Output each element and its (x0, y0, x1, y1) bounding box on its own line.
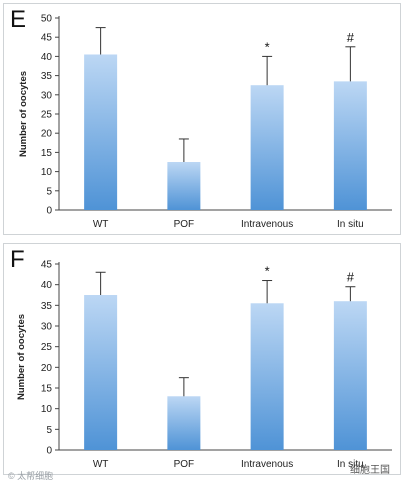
bar-wt (84, 295, 118, 450)
y-tick-label: 45 (41, 33, 53, 44)
bar-pof (167, 162, 201, 210)
bar-intravenous (250, 303, 284, 450)
watermark-right: 细胞王国 (350, 465, 390, 476)
panel-letter-e: E (10, 6, 27, 33)
y-tick-label: 5 (46, 186, 52, 197)
panel-f: F 0 5 10 15 20 25 30 35 40 45 Number of oocytes WT P… (3, 243, 401, 475)
x-tick-label: Intravenous (241, 219, 293, 230)
watermark-left: © 太帮细胞 (8, 471, 54, 481)
x-tick-label: POF (174, 459, 195, 470)
y-tick-label: 25 (41, 342, 53, 353)
bar-in-situ (333, 301, 367, 450)
significance-marker: # (347, 270, 355, 285)
bar-pof (167, 396, 201, 450)
bar-wt (84, 54, 118, 211)
significance-marker: * (265, 264, 270, 279)
y-tick-label: 45 (41, 260, 53, 271)
x-tick-label: Intravenous (241, 459, 293, 470)
y-tick-label: 35 (41, 71, 53, 82)
y-tick-label: 50 (41, 14, 53, 25)
y-tick-label: 25 (41, 110, 53, 121)
y-tick-label: 40 (41, 52, 53, 63)
x-tick-label: WT (93, 219, 109, 230)
y-tick-label: 15 (41, 384, 53, 395)
y-axis-label: Number of oocytes (18, 71, 29, 157)
y-tick-label: 10 (41, 167, 53, 178)
x-tick-label: POF (174, 219, 195, 230)
y-tick-label: 20 (41, 129, 53, 140)
y-tick-label: 20 (41, 363, 53, 374)
bar-intravenous (250, 85, 284, 210)
y-tick-label: 30 (41, 322, 53, 333)
panel-e: E 0 5 10 15 20 25 30 35 40 45 50 Number of oocytes W… (3, 3, 401, 235)
significance-marker: * (265, 39, 270, 54)
y-tick-label: 30 (41, 90, 53, 101)
y-tick-label: 0 (46, 446, 52, 457)
chart-f: 0 5 10 15 20 25 30 35 40 45 Number of oocytes WT POF… (16, 260, 392, 470)
x-tick-label: In situ (337, 219, 364, 230)
y-tick-label: 40 (41, 280, 53, 291)
x-tick-label: WT (93, 459, 109, 470)
significance-marker: # (347, 30, 355, 45)
y-tick-label: 15 (41, 148, 53, 159)
y-tick-label: 10 (41, 404, 53, 415)
chart-e: 0 5 10 15 20 25 30 35 40 45 50 Number of oocytes WT P… (18, 14, 392, 230)
y-tick-label: 5 (46, 425, 52, 436)
y-tick-label: 35 (41, 301, 53, 312)
panel-letter-f: F (10, 246, 25, 273)
y-tick-label: 0 (46, 206, 52, 217)
y-axis-label: Number of oocytes (16, 314, 27, 400)
bar-in-situ (333, 81, 367, 210)
x-tick-label: In situ (337, 459, 364, 470)
